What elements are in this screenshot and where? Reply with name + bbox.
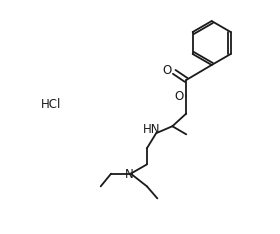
Text: O: O [175,90,184,103]
Text: HCl: HCl [41,98,61,111]
Text: O: O [162,64,171,77]
Text: HN: HN [143,123,160,136]
Text: N: N [125,168,134,181]
